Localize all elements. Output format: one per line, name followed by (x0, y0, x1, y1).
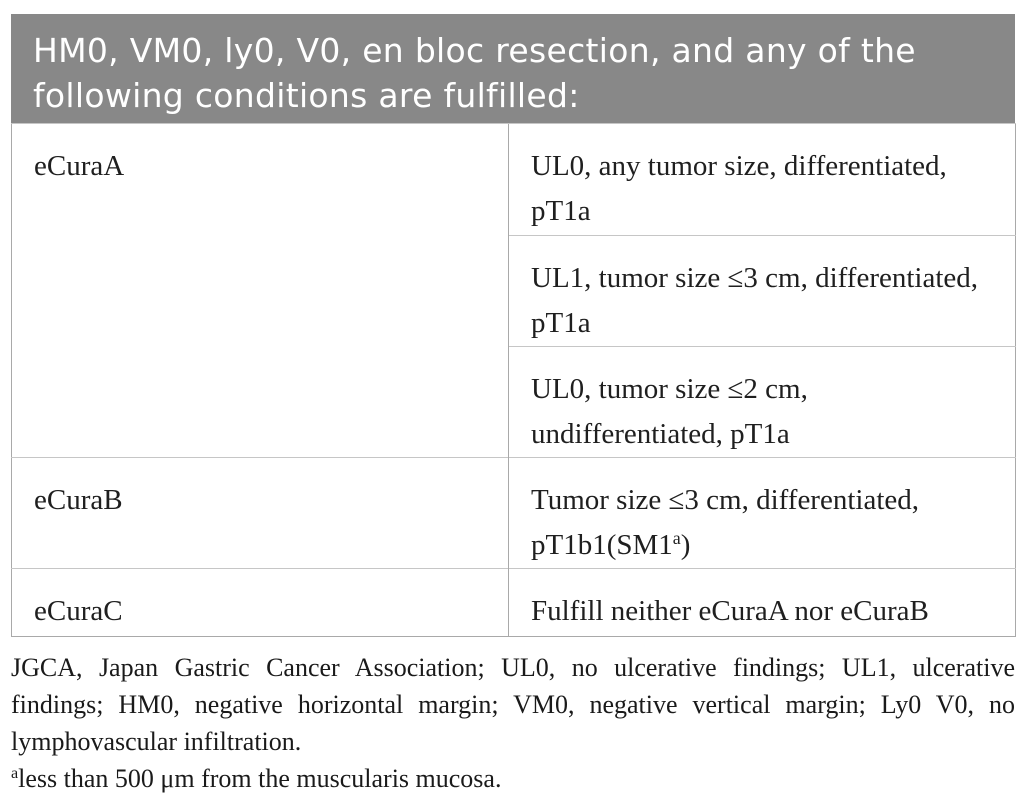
footnote-marker-a: a (672, 528, 681, 549)
table-header-title: HM0, VM0, ly0, V0, en bloc resection, an… (33, 30, 916, 115)
condition-text: Tumor size ≤3 cm, differentiated, pT1b1(… (531, 484, 920, 561)
table-header-bar: HM0, VM0, ly0, V0, en bloc resection, an… (11, 14, 1015, 123)
table-row: eCuraC Fulfill neither eCuraA nor eCuraB (11, 568, 1016, 637)
condition-cell-ecurac: Fulfill neither eCuraA nor eCuraB (508, 568, 1016, 637)
condition-cell-ecuraa-1: UL0, any tumor size, differentiated, pT1… (508, 123, 1016, 236)
footnote-a-text: less than 500 μm from the muscularis muc… (18, 764, 502, 793)
abbreviations-line-1: JGCA, Japan Gastric Cancer Association; … (11, 653, 1015, 682)
abbreviations-line-2: findings; HM0, negative horizontal margi… (11, 690, 1015, 719)
condition-text-close: ) (680, 529, 691, 561)
table-row: eCuraB Tumor size ≤3 cm, differentiated,… (11, 457, 1016, 569)
table-figure: HM0, VM0, ly0, V0, en bloc resection, an… (11, 14, 1016, 798)
footnotes: JGCA, Japan Gastric Cancer Association; … (11, 649, 1015, 798)
condition-cell-ecuraa-2: UL1, tumor size ≤3 cm, differentiated, p… (508, 235, 1016, 347)
table-row: UL1, tumor size ≤3 cm, differentiated, p… (12, 235, 1016, 347)
table-row: UL0, tumor size ≤2 cm, undifferentiated,… (12, 346, 1016, 458)
condition-cell-ecurab: Tumor size ≤3 cm, differentiated, pT1b1(… (508, 457, 1016, 569)
condition-cell-ecuraa-3: UL0, tumor size ≤2 cm, undifferentiated,… (508, 346, 1016, 458)
table-row: eCuraA UL0, any tumor size, differentiat… (11, 123, 1016, 458)
row-label-ecuraa: eCuraA (11, 123, 509, 458)
row-label-ecurac: eCuraC (11, 568, 509, 637)
abbreviations-line-3: lymphovascular infiltration. (11, 727, 302, 756)
footnote-a: aless than 500 μm from the muscularis mu… (11, 760, 1015, 798)
row-label-ecurab: eCuraB (11, 457, 509, 569)
footnote-a-marker: a (11, 765, 19, 783)
ecura-criteria-table: eCuraA UL0, any tumor size, differentiat… (11, 123, 1016, 637)
